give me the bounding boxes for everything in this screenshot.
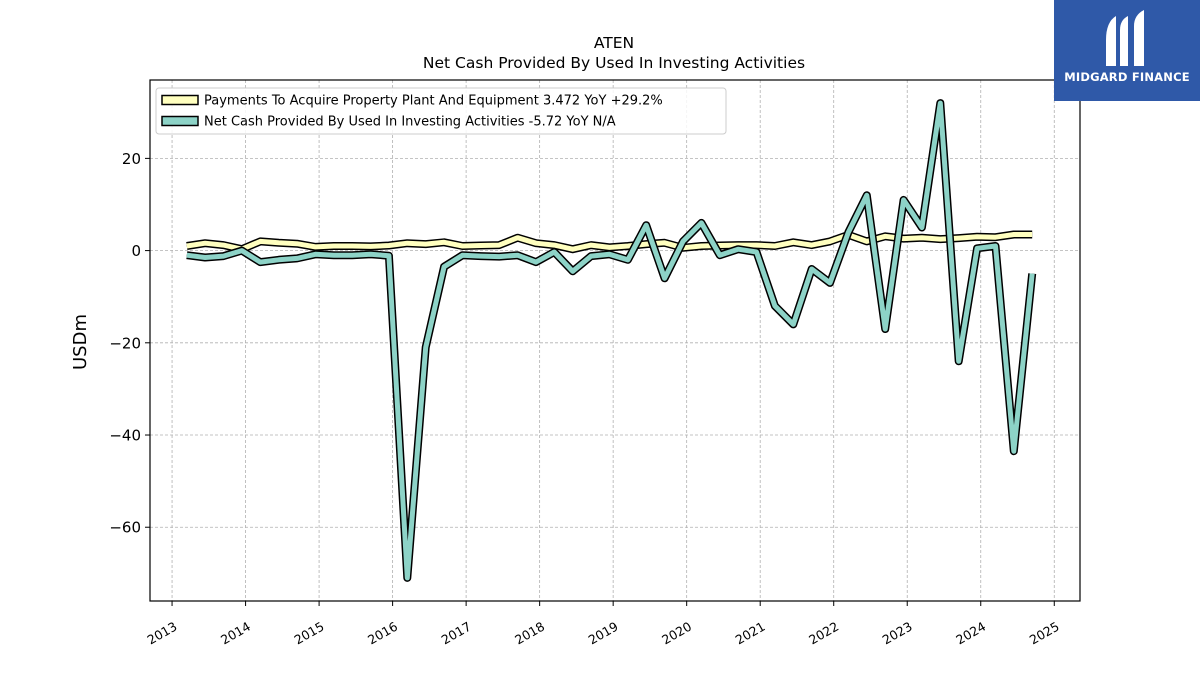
y-tick-label: 0 <box>131 242 141 260</box>
x-tick-label: 2024 <box>953 619 988 648</box>
legend: Payments To Acquire Property Plant And E… <box>155 87 727 135</box>
legend-swatch <box>161 94 199 106</box>
x-tick-label: 2019 <box>586 619 621 648</box>
brand-logo: MIDGARD FINANCE <box>1054 0 1200 101</box>
legend-swatch <box>161 115 199 127</box>
logo-text: MIDGARD FINANCE <box>1064 70 1190 84</box>
x-tick-label: 2023 <box>880 619 915 648</box>
x-tick-label: 2021 <box>733 619 768 648</box>
x-tick-label: 2018 <box>512 619 547 648</box>
plot-area <box>149 79 1081 602</box>
x-tick-label: 2025 <box>1027 619 1062 648</box>
y-tick-label: −40 <box>109 427 141 445</box>
grid-lines <box>150 80 1080 601</box>
x-tick-label: 2013 <box>145 619 180 648</box>
legend-label: Payments To Acquire Property Plant And E… <box>204 94 663 109</box>
y-axis-label: USDm <box>70 314 91 370</box>
x-tick-label: 2014 <box>218 619 253 648</box>
series-2-outline <box>186 99 1037 582</box>
chart-title: ATEN <box>594 34 634 52</box>
legend-box <box>155 87 727 135</box>
x-tick-label: 2022 <box>806 619 841 648</box>
series-layer <box>186 99 1037 582</box>
x-tick-label: 2015 <box>292 619 327 648</box>
legend-label: Net Cash Provided By Used In Investing A… <box>204 115 616 130</box>
series-1-line <box>186 232 1033 252</box>
y-tick-label: −20 <box>109 334 141 352</box>
x-tick-label: 2017 <box>439 619 474 648</box>
chart-subtitle: Net Cash Provided By Used In Investing A… <box>423 54 805 72</box>
logo-mark-icon <box>1106 10 1144 66</box>
y-tick-label: −60 <box>109 519 141 537</box>
x-tick-label: 2020 <box>659 619 694 648</box>
x-tick-label: 2016 <box>365 619 400 648</box>
series-2-line <box>186 100 1035 581</box>
y-tick-label: 20 <box>122 150 141 168</box>
